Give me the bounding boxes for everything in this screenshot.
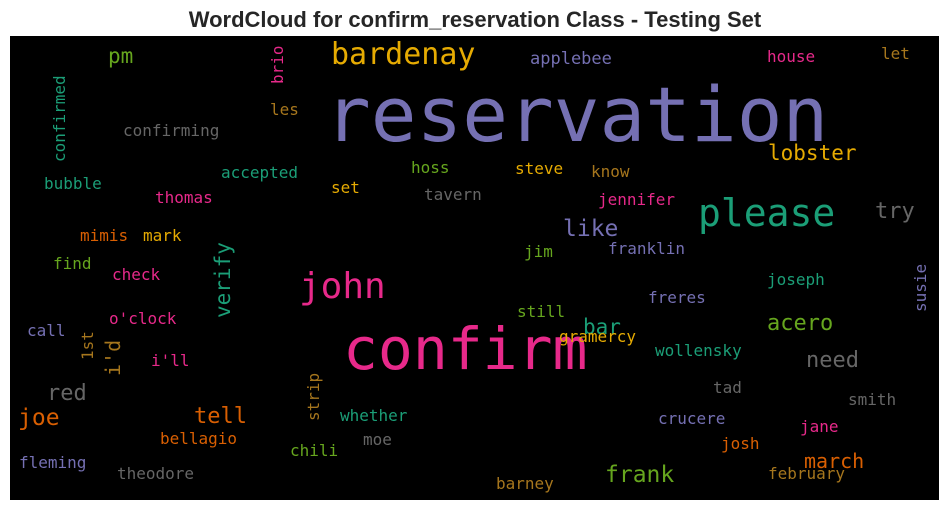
- word-call: call: [27, 321, 66, 340]
- word-jim: jim: [524, 242, 553, 261]
- word-whether: whether: [340, 406, 408, 425]
- word-wollensky: wollensky: [655, 341, 742, 360]
- word-let: let: [881, 44, 910, 63]
- word-tad: tad: [713, 378, 742, 397]
- word-tavern: tavern: [424, 185, 482, 204]
- word-february: february: [768, 464, 845, 483]
- word-confirm: confirm: [343, 315, 587, 383]
- word-crucere: crucere: [658, 409, 725, 428]
- word-bellagio: bellagio: [160, 429, 237, 448]
- word-hoss: hoss: [411, 158, 450, 177]
- word-o-clock: o'clock: [109, 309, 177, 328]
- word-red: red: [47, 381, 87, 406]
- word-check: check: [112, 265, 161, 284]
- word-applebee: applebee: [530, 49, 612, 69]
- word-find: find: [53, 254, 92, 273]
- word-march: march: [804, 449, 864, 473]
- word-gramercy: gramercy: [559, 327, 636, 346]
- word-les: les: [270, 100, 299, 119]
- word-like: like: [563, 216, 618, 242]
- word-acero: acero: [767, 311, 833, 336]
- word-bardenay: bardenay: [331, 37, 476, 72]
- word-try: try: [875, 199, 915, 224]
- chart-title: WordCloud for confirm_reservation Class …: [188, 7, 762, 32]
- word-confirming: confirming: [123, 121, 219, 140]
- word-jane: jane: [800, 417, 839, 436]
- wordcloud-canvas: reservation confirm please john bardenay lobs…: [10, 36, 939, 500]
- word-reservation: reservation: [325, 70, 828, 159]
- word-joe: joe: [18, 405, 60, 431]
- word-chili: chili: [290, 441, 338, 460]
- word-confirmed: confirmed: [50, 75, 69, 162]
- word-mimis: mimis: [80, 226, 128, 245]
- word-fleming: fleming: [19, 453, 86, 472]
- word-bar: bar: [583, 315, 621, 339]
- word-verify: verify: [211, 242, 235, 318]
- word-franklin: franklin: [608, 239, 685, 258]
- word-moe: moe: [363, 430, 392, 449]
- word-theodore: theodore: [117, 464, 194, 483]
- word-susie: susie: [911, 264, 930, 312]
- word-know: know: [591, 162, 630, 181]
- word-jennifer: jennifer: [598, 190, 675, 209]
- word-steve: steve: [515, 159, 563, 178]
- word-need: need: [806, 348, 859, 373]
- word-i-d: i'd: [101, 340, 125, 376]
- word-house: house: [767, 47, 815, 66]
- word-mark: mark: [143, 226, 182, 245]
- word-please: please: [698, 191, 835, 235]
- wordcloud-svg: reservation confirm please john bardenay lobs…: [18, 37, 930, 493]
- word-smith: smith: [848, 390, 896, 409]
- word-thomas: thomas: [155, 188, 213, 207]
- word-frank: frank: [605, 462, 674, 488]
- word-i-ll: i'll: [151, 351, 190, 370]
- word-strip: strip: [304, 373, 323, 421]
- word-john: john: [299, 266, 386, 307]
- word-joseph: joseph: [767, 270, 825, 289]
- word-bubble: bubble: [44, 174, 102, 193]
- word-josh: josh: [721, 434, 760, 453]
- word-tell: tell: [194, 404, 247, 429]
- word-accepted: accepted: [221, 163, 298, 182]
- word-pm: pm: [108, 44, 133, 68]
- word-set: set: [331, 178, 360, 197]
- word-lobster: lobster: [768, 141, 857, 165]
- word-still: still: [517, 302, 565, 321]
- word-barney: barney: [496, 474, 554, 493]
- word-brio: brio: [268, 45, 287, 84]
- word-1st: 1st: [78, 331, 97, 360]
- word-freres: freres: [648, 288, 706, 307]
